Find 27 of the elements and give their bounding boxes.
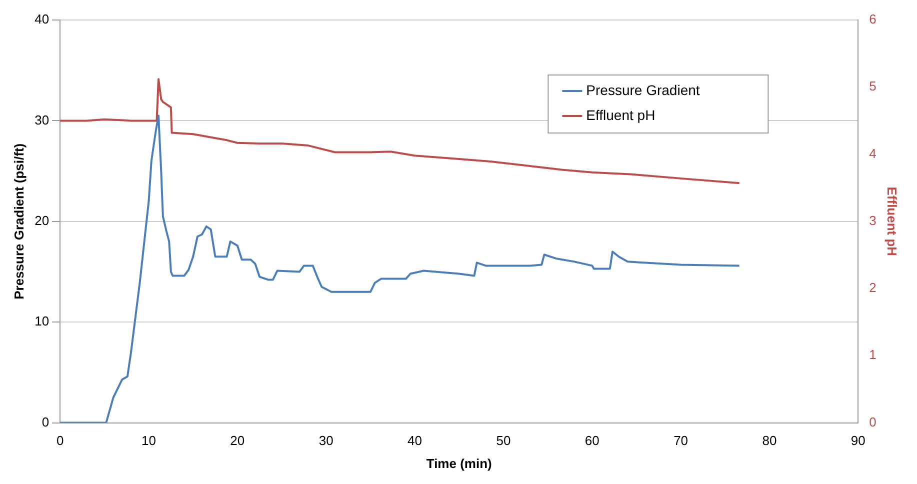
y2-tick-label: 5 [869, 78, 876, 94]
y2-tick-label: 1 [869, 347, 876, 362]
y2-tick-label: 0 [869, 414, 876, 430]
y2-tick-label: 4 [869, 146, 876, 161]
x-tick-label: 10 [142, 433, 156, 448]
x-tick-label: 90 [850, 433, 866, 448]
legend-label: Pressure Gradient [586, 82, 700, 98]
y-axis-title: Pressure Gradient (psi/ft) [11, 143, 26, 300]
y-tick-label: 20 [34, 212, 50, 228]
x-tick-label: 0 [56, 433, 64, 448]
x-tick-label: 20 [230, 433, 245, 448]
y-tick-label: 40 [34, 12, 50, 27]
legend-label: Effluent pH [586, 106, 656, 123]
x-axis-title: Time (min) [426, 456, 492, 471]
y2-tick-label: 6 [869, 12, 876, 27]
x-tick-label: 40 [408, 433, 422, 448]
y2-axis-title: Effluent pH [884, 186, 900, 256]
y-tick-label: 30 [34, 112, 50, 128]
y2-tick-label: 3 [869, 212, 876, 228]
y-tick-label: 0 [42, 414, 50, 430]
y2-tick-label: 2 [869, 280, 876, 296]
x-tick-label: 80 [762, 433, 777, 448]
x-tick-label: 70 [674, 433, 688, 448]
x-tick-label: 60 [584, 433, 600, 448]
x-tick-label: 30 [318, 433, 334, 448]
y-tick-label: 10 [34, 314, 50, 329]
x-tick-label: 50 [496, 433, 511, 448]
